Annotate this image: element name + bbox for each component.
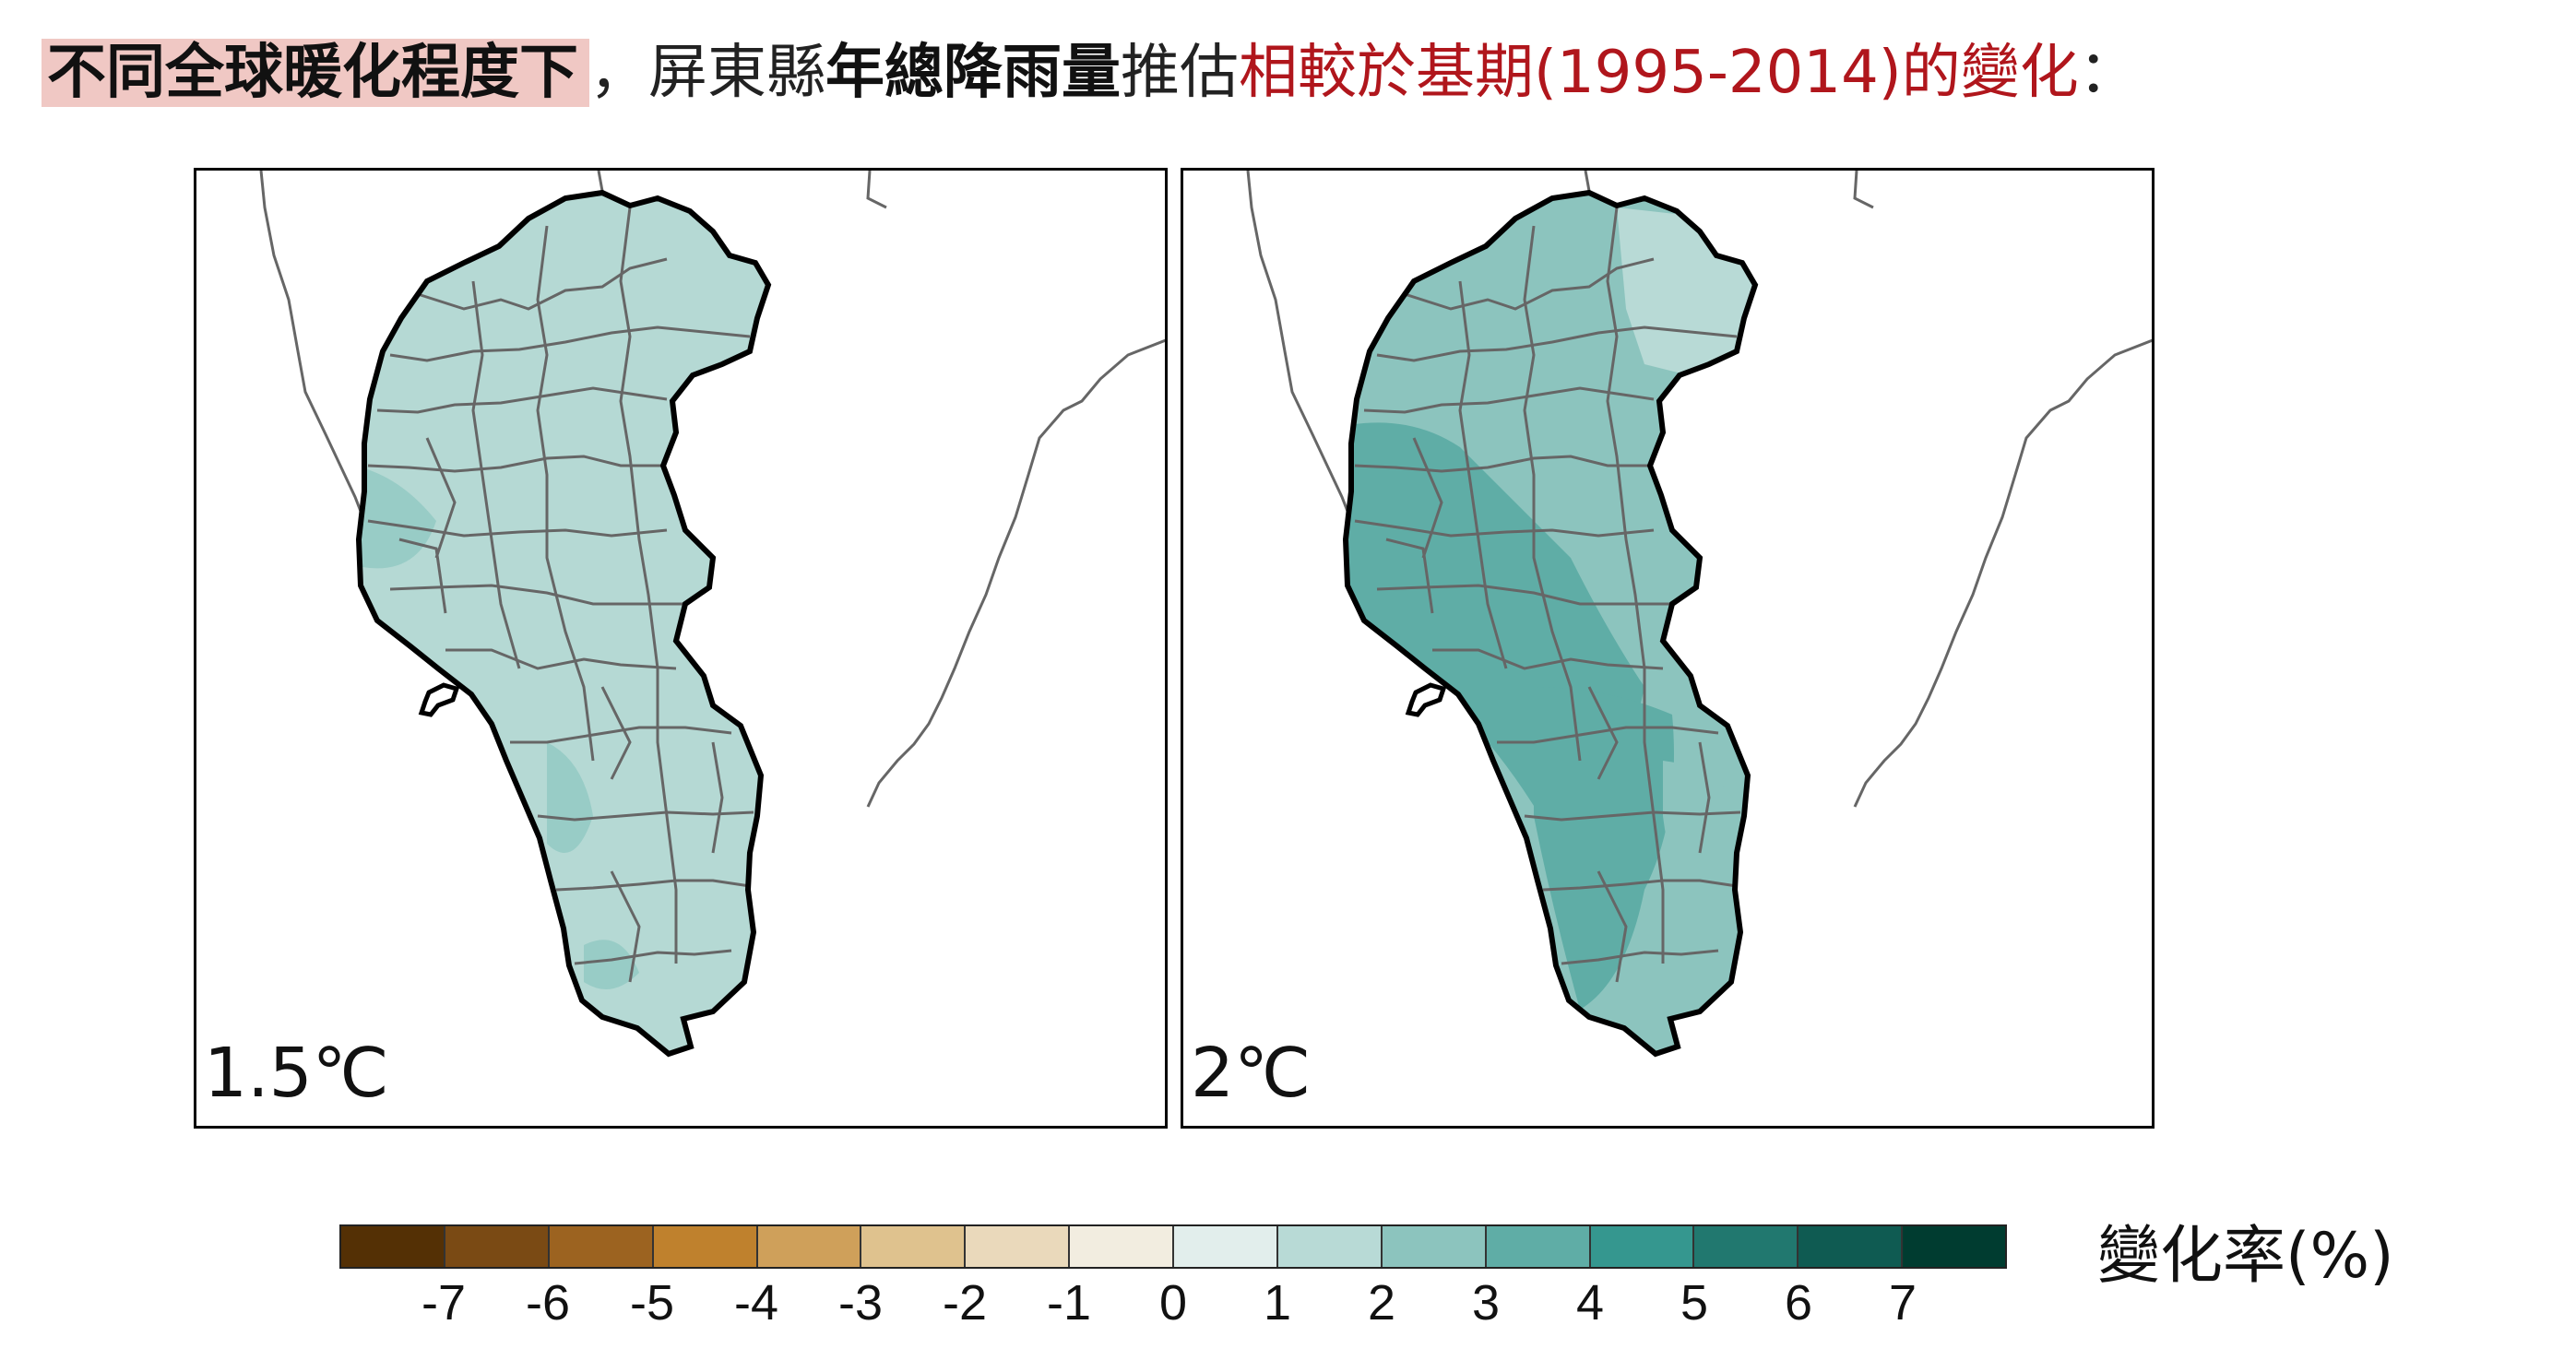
map-svg-2c: [1246, 171, 2152, 1129]
panel-label-1-5c: 1.5℃: [204, 1034, 389, 1113]
colorbar-segment: [966, 1226, 1071, 1267]
colorbar-tick-label: 5: [1680, 1275, 1709, 1331]
coastline-west: [259, 171, 370, 531]
colorbar-tick-label: -6: [525, 1275, 571, 1331]
colorbar-segment: [757, 1226, 862, 1267]
patch-1-5c-south: [547, 742, 593, 853]
island: [418, 682, 460, 717]
colorbar-segment: [1590, 1226, 1695, 1267]
colorbar-tick-label: -1: [1046, 1275, 1092, 1331]
coastline-east: [1853, 338, 2152, 808]
colorbar-ticks: -7 -6 -5 -4 -3 -2 -1 0 1 2 3 4 5 6 7: [339, 1274, 2007, 1339]
township-boundaries: [367, 207, 754, 983]
colorbar-tick-label: -4: [733, 1275, 779, 1331]
title-mid: 推估: [1121, 39, 1239, 107]
coastline-east: [866, 338, 1165, 808]
map-svg-1-5c: [259, 171, 1165, 1129]
panel-label-2c: 2℃: [1191, 1034, 1312, 1113]
colorbar-tick-label: 7: [1888, 1275, 1917, 1331]
colorbar-segment: [1903, 1226, 2005, 1267]
colorbar-segment: [341, 1226, 445, 1267]
title-end: ：: [2078, 39, 2138, 107]
map-panel-2c: 2℃: [1181, 168, 2155, 1129]
patch-1-5c-tip: [584, 940, 639, 989]
colorbar-segment: [1277, 1226, 1383, 1267]
colorbar-tick-label: 4: [1575, 1275, 1605, 1331]
colorbar-segment: [1070, 1226, 1174, 1267]
colorbar: [339, 1224, 2007, 1269]
colorbar-segment: [1798, 1226, 1904, 1267]
title-bold: 年總降雨量: [825, 39, 1121, 107]
colorbar-tick-label: -5: [629, 1275, 675, 1331]
title-sep: ，屏東縣: [589, 39, 825, 107]
colorbar-tick-label: 3: [1471, 1275, 1501, 1331]
colorbar-segment: [653, 1226, 758, 1267]
island: [1405, 682, 1447, 717]
colorbar-tick-label: 1: [1263, 1275, 1292, 1331]
colorbar-segment: [1694, 1226, 1799, 1267]
title-red: 相較於基期(1995-2014)的變化: [1239, 39, 2079, 107]
patch-2c-southeast: [1663, 761, 1746, 945]
colorbar-tick-label: -2: [942, 1275, 988, 1331]
colorbar-tick-label: -7: [421, 1275, 467, 1331]
patch-2c-south-dark: [1534, 687, 1674, 1010]
colorbar-segment: [1174, 1226, 1278, 1267]
colorbar-tick-label: 2: [1367, 1275, 1396, 1331]
colorbar-segment: [549, 1226, 654, 1267]
colorbar-label: 變化率(%): [2097, 1220, 2394, 1293]
coastline-west: [1246, 171, 1357, 531]
colorbar-tick-label: -3: [837, 1275, 884, 1331]
colorbar-segment: [445, 1226, 550, 1267]
colorbar-segment: [1486, 1226, 1591, 1267]
colorbar-tick-label: 0: [1158, 1275, 1188, 1331]
colorbar-tick-label: 6: [1784, 1275, 1813, 1331]
title-highlight: 不同全球暖化程度下: [42, 39, 589, 107]
map-panel-1-5c: 1.5℃: [194, 168, 1168, 1129]
page-title: 不同全球暖化程度下 ，屏東縣年總降雨量推估相較於基期(1995-2014)的變化：: [42, 31, 2138, 114]
colorbar-segment: [861, 1226, 967, 1267]
colorbar-segment: [1382, 1226, 1487, 1267]
